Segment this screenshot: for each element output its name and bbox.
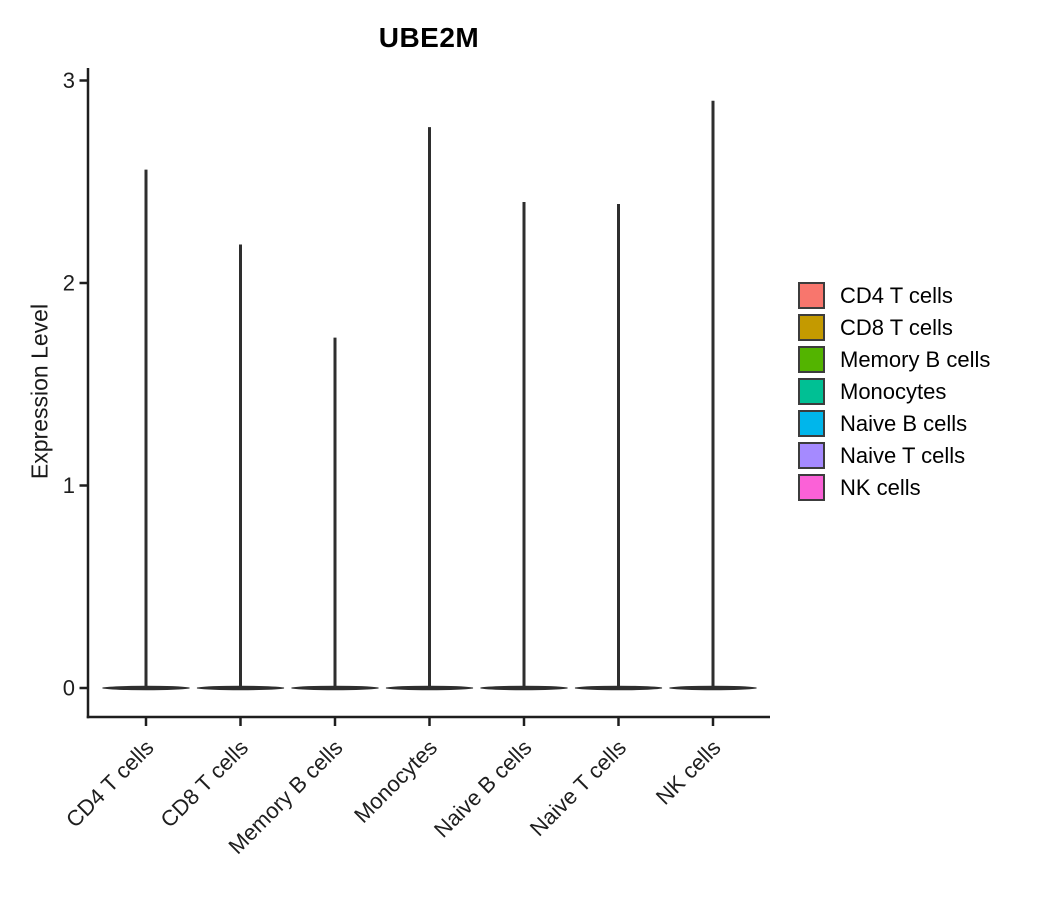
violin-base [385,685,474,691]
legend-label: Memory B cells [840,347,991,372]
legend-row: CD4 T cells [798,282,990,309]
legend-swatch [798,410,825,437]
legend-swatch [798,346,825,373]
x-tick-label: Naive T cells [525,735,631,841]
x-tick-label: Monocytes [349,735,442,828]
legend-label: Naive T cells [840,443,966,468]
legend-swatch [798,378,825,405]
y-tick-label: 1 [63,473,75,498]
violin-base [669,685,757,691]
legend-swatch [798,442,825,469]
legend-label: Naive B cells [840,411,968,436]
y-tick-label: 0 [63,676,75,701]
y-tick-label: 2 [63,271,75,296]
legend-row: Memory B cells [798,346,990,373]
legend-row: CD8 T cells [798,314,990,341]
legend-label: CD4 T cells [840,283,953,308]
x-tick-label: CD4 T cells [61,735,159,833]
x-tick-label: NK cells [651,735,726,810]
legend-label: NK cells [840,475,921,500]
violin-base [480,685,568,691]
legend-row: Monocytes [798,378,990,405]
legend-swatch [798,282,825,309]
legend-row: NK cells [798,474,990,501]
plot-title: UBE2M [378,22,480,53]
legend-label: Monocytes [840,379,947,404]
violin-base [196,685,285,691]
legend-swatch [798,474,825,501]
legend-label: CD8 T cells [840,315,953,340]
x-tick-label: Naive B cells [429,735,537,843]
y-tick-label: 3 [63,68,75,93]
x-tick-label: CD8 T cells [156,735,254,833]
legend: CD4 T cells CD8 T cells Memory B cells Mono… [798,282,990,506]
legend-row: Naive T cells [798,442,990,469]
legend-row: Naive B cells [798,410,990,437]
violin-base [291,685,379,691]
legend-swatch [798,314,825,341]
violin-base [102,685,190,691]
violin-base [574,685,663,691]
